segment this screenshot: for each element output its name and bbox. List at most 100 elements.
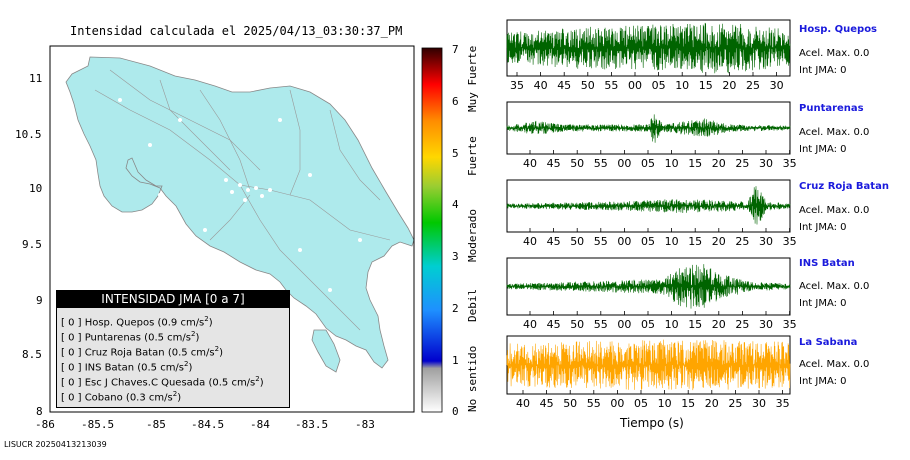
trace-tick-label: 15 [688, 235, 702, 248]
trace-tick-label: 15 [681, 397, 695, 410]
trace-tick-label: 55 [594, 157, 608, 170]
trace-tick-label: 25 [735, 318, 749, 331]
trace-tick-label: 10 [665, 235, 679, 248]
trace-tick-label: 50 [570, 235, 584, 248]
seismogram-trace [506, 22, 791, 74]
legend-row: [ 0 ] Esc J Chaves.C Quesada (0.5 cm/s2) [61, 375, 264, 389]
trace-tick-label: 00 [610, 397, 624, 410]
station-name: Cruz Roja Batan [799, 181, 889, 192]
lon-tick: -83 [355, 418, 375, 431]
trace-tick-label: 00 [617, 318, 631, 331]
footer-id: LISUCR 20250413213039 [4, 440, 107, 449]
trace-tick-label: 20 [712, 318, 726, 331]
trace-tick-label: 20 [705, 397, 719, 410]
station-accel: Acel. Max. 0.0 [799, 205, 870, 216]
trace-tick-label: 35 [783, 318, 797, 331]
trace-tick-label: 45 [547, 235, 561, 248]
trace-tick-label: 15 [688, 318, 702, 331]
lon-tick: -85 [146, 418, 166, 431]
seismogram-trace [506, 114, 791, 143]
colorbar-tick: 4 [452, 198, 459, 211]
trace-tick-label: 45 [547, 157, 561, 170]
lat-tick: 9 [36, 294, 43, 307]
trace-tick-label: 05 [641, 157, 655, 170]
trace-tick-label: 35 [783, 235, 797, 248]
trace-tick-label: 10 [658, 397, 672, 410]
colorbar-tick: 0 [452, 405, 459, 418]
trace-tick-label: 05 [641, 235, 655, 248]
lat-tick: 8 [36, 405, 43, 418]
trace-tick-label: 30 [759, 318, 773, 331]
station-accel: Acel. Max. 0.0 [799, 359, 870, 370]
colorbar-tick: 6 [452, 95, 459, 108]
station-jma: Int JMA: 0 [799, 65, 847, 76]
colorbar-tick: 7 [452, 43, 459, 56]
lon-tick: -86 [35, 418, 55, 431]
legend-row: [ 0 ] Cruz Roja Batan (0.5 cm/s2) [61, 345, 223, 359]
trace-tick-label: 55 [604, 79, 618, 92]
trace-tick-label: 05 [634, 397, 648, 410]
legend-row: [ 0 ] Puntarenas (0.5 cm/s2) [61, 330, 200, 344]
colorbar [421, 47, 443, 413]
station-name: Puntarenas [799, 103, 864, 114]
trace-tick-label: 20 [712, 157, 726, 170]
trace-tick-label: 25 [735, 157, 749, 170]
station-accel: Acel. Max. 0.0 [799, 281, 870, 292]
station-name: INS Batan [799, 258, 855, 269]
trace-tick-label: 30 [759, 157, 773, 170]
lon-tick: -83.5 [295, 418, 329, 431]
trace-tick-label: 20 [722, 79, 736, 92]
trace-tick-label: 10 [675, 79, 689, 92]
lat-tick: 8.5 [22, 348, 42, 361]
trace-tick-label: 35 [776, 397, 790, 410]
trace-tick-label: 25 [746, 79, 760, 92]
trace-tick-label: 45 [557, 79, 571, 92]
lat-tick: 10 [29, 182, 43, 195]
trace-tick-label: 45 [540, 397, 554, 410]
lat-tick: 9.5 [22, 238, 42, 251]
seismogram-trace [506, 186, 791, 225]
trace-tick-label: 40 [523, 318, 537, 331]
station-jma: Int JMA: 0 [799, 298, 847, 309]
lon-tick: -84 [250, 418, 270, 431]
colorbar-tick: 1 [452, 354, 459, 367]
colorbar-tick: 2 [452, 302, 459, 315]
trace-tick-label: 00 [628, 79, 642, 92]
colorbar-tick: 5 [452, 147, 459, 160]
trace-tick-label: 25 [735, 235, 749, 248]
trace-tick-label: 50 [570, 157, 584, 170]
trace-tick-label: 40 [516, 397, 530, 410]
trace-tick-label: 35 [510, 79, 524, 92]
trace-tick-label: 05 [641, 318, 655, 331]
seismogram-trace [506, 264, 791, 309]
lon-tick: -85.5 [81, 418, 115, 431]
legend-row: [ 0 ] Cobano (0.3 cm/s2) [61, 390, 182, 404]
trace-tick-label: 00 [617, 235, 631, 248]
trace-tick-label: 30 [770, 79, 784, 92]
intensity-legend: INTENSIDAD JMA [0 a 7] [ 0 ] Hosp. Quepo… [56, 290, 290, 408]
colorbar-tick: 3 [452, 250, 459, 263]
legend-title: INTENSIDAD JMA [0 a 7] [57, 291, 289, 308]
trace-tick-label: 55 [594, 318, 608, 331]
trace-tick-label: 25 [728, 397, 742, 410]
station-jma: Int JMA: 0 [799, 144, 847, 155]
lat-tick: 11 [29, 72, 43, 85]
trace-tick-label: 20 [712, 235, 726, 248]
x-axis-label: Tiempo (s) [620, 416, 684, 430]
station-name: La Sabana [799, 337, 858, 348]
seismogram-trace [506, 339, 791, 391]
legend-row: [ 0 ] INS Batan (0.5 cm/s2) [61, 360, 193, 374]
trace-tick-label: 15 [688, 157, 702, 170]
trace-tick-label: 55 [594, 235, 608, 248]
trace-tick-label: 10 [665, 157, 679, 170]
station-jma: Int JMA: 0 [799, 222, 847, 233]
trace-tick-label: 00 [617, 157, 631, 170]
trace-tick-label: 50 [581, 79, 595, 92]
station-jma: Int JMA: 0 [799, 376, 847, 387]
lon-tick: -84.5 [191, 418, 225, 431]
chart-title: Intensidad calculada el 2025/04/13_03:30… [70, 24, 403, 38]
station-accel: Acel. Max. 0.0 [799, 48, 870, 59]
trace-tick-label: 45 [547, 318, 561, 331]
station-accel: Acel. Max. 0.0 [799, 127, 870, 138]
